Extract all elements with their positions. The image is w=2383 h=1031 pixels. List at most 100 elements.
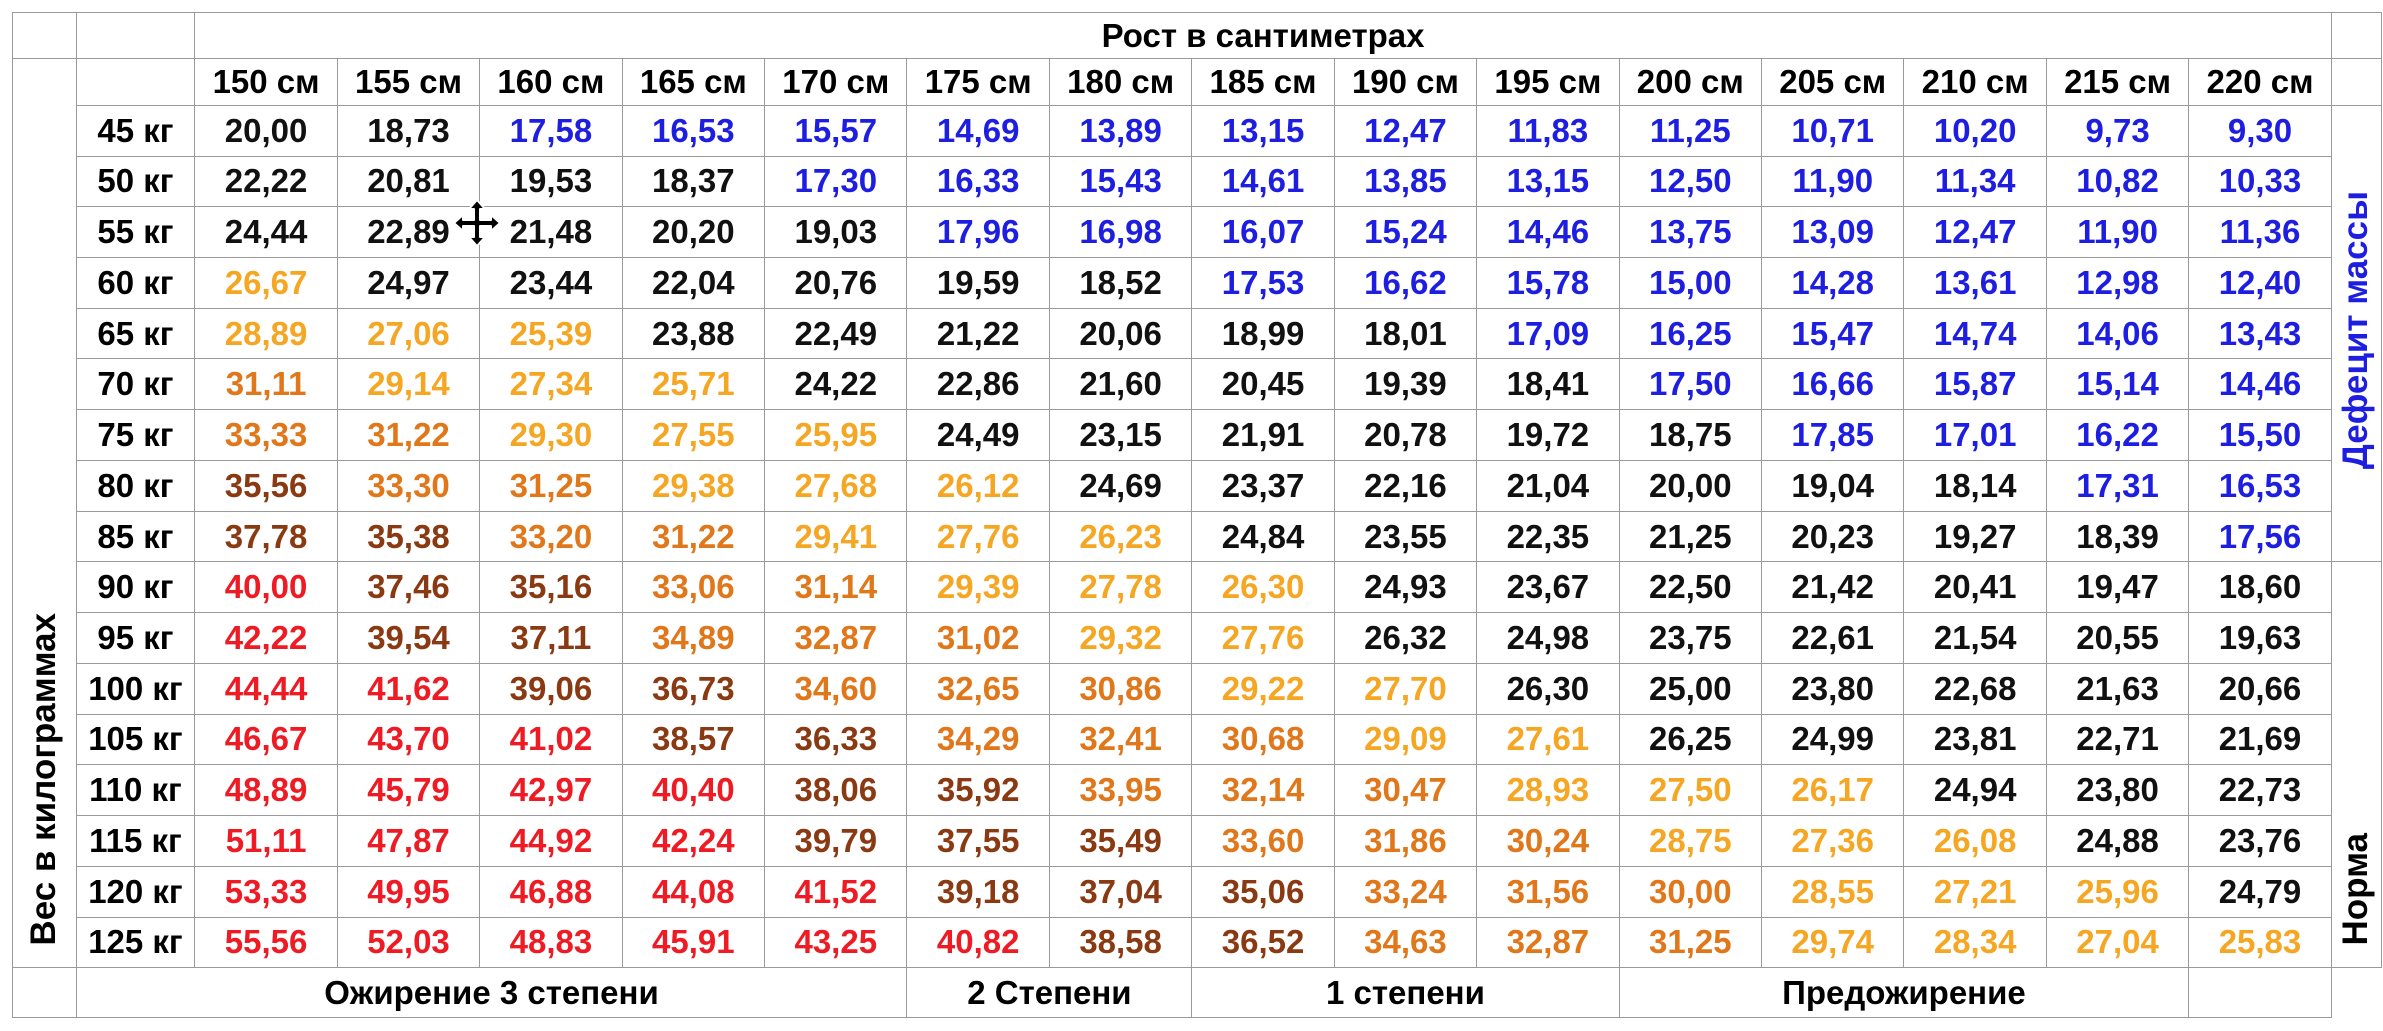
bmi-value: 37,11: [479, 612, 623, 664]
bmi-value: 14,61: [1191, 155, 1335, 208]
bmi-value: 12,47: [1903, 206, 2047, 259]
bmi-value: 28,75: [1618, 815, 1763, 867]
bmi-value: 12,50: [1618, 155, 1763, 208]
height-header: 165 см: [621, 58, 766, 106]
bmi-value: 27,78: [1048, 561, 1193, 614]
bmi-value: 34,29: [906, 713, 1050, 766]
weight-label: 100 кг: [75, 662, 196, 715]
bmi-value: 19,27: [1903, 510, 2047, 563]
bmi-value: 17,01: [1903, 409, 2047, 461]
bmi-value: 26,12: [906, 459, 1050, 512]
height-header: 150 см: [194, 58, 338, 106]
bmi-value: 10,82: [2045, 155, 2190, 208]
bmi-value: 30,24: [1476, 815, 1620, 867]
bmi-value: 12,98: [2045, 257, 2190, 309]
bmi-value: 16,98: [1048, 206, 1193, 259]
bmi-value: 19,53: [479, 155, 623, 208]
bmi-value: 42,24: [621, 815, 766, 867]
bmi-value: 25,71: [621, 358, 766, 411]
bmi-value: 26,08: [1903, 815, 2047, 867]
bmi-value: 44,44: [194, 662, 338, 715]
bmi-value: 46,67: [194, 713, 338, 766]
bmi-value: 20,41: [1903, 561, 2047, 614]
bmi-value: 30,68: [1191, 713, 1335, 766]
bmi-value: 21,69: [2188, 713, 2332, 766]
bmi-value: 37,46: [336, 561, 481, 614]
bmi-value: 20,23: [1761, 510, 1905, 563]
bmi-value: 25,39: [479, 307, 623, 360]
bmi-value: 20,00: [1618, 459, 1763, 512]
bmi-value: 24,94: [1903, 764, 2047, 817]
table-row: 80 кг 35,56 33,30 31,25 29,38 27,68 26,12 24,69…: [13, 459, 2382, 512]
bmi-value: 16,53: [2188, 459, 2332, 512]
bmi-value: 22,86: [906, 358, 1050, 411]
bmi-value: 37,55: [906, 815, 1050, 867]
bmi-value: 27,70: [1333, 662, 1478, 715]
bmi-value: 17,53: [1191, 257, 1335, 309]
height-header: 175 см: [906, 58, 1050, 106]
bmi-value: 51,11: [194, 815, 338, 867]
bmi-value: 23,80: [1761, 662, 1905, 715]
height-header: 180 см: [1048, 58, 1193, 106]
height-header: 195 см: [1476, 58, 1620, 106]
bmi-value: 11,90: [2045, 206, 2190, 259]
bmi-value: 41,62: [336, 662, 481, 715]
deficit-label: Дефецит массы: [2336, 190, 2376, 469]
bmi-value: 19,72: [1476, 409, 1620, 461]
bmi-value: 21,04: [1476, 459, 1620, 512]
bmi-value: 23,15: [1048, 409, 1193, 461]
bmi-value: 16,33: [906, 155, 1050, 208]
bmi-value: 26,30: [1476, 662, 1620, 715]
bmi-value: 47,87: [336, 815, 481, 867]
bmi-value: 20,00: [194, 104, 338, 157]
move-cursor-icon: [453, 199, 501, 247]
bmi-value: 35,49: [1048, 815, 1193, 867]
bmi-value: 25,95: [764, 409, 908, 461]
bmi-value: 35,06: [1191, 865, 1335, 918]
bmi-value: 14,74: [1903, 307, 2047, 360]
bmi-value: 31,02: [906, 612, 1050, 664]
bmi-value: 23,80: [2045, 764, 2190, 817]
bmi-table: Рост в сантиметрах Вес в килограммах 150 с…: [12, 11, 2383, 1018]
bmi-value: 19,63: [2188, 612, 2332, 664]
bmi-value: 23,44: [479, 257, 623, 309]
bmi-value: 44,08: [621, 865, 766, 918]
bmi-value: 17,30: [764, 155, 908, 208]
table-row: 65 кг 28,89 27,06 25,39 23,88 22,49 21,22 20,06…: [13, 307, 2382, 360]
corner-cell: [75, 11, 196, 60]
bmi-value: 19,03: [764, 206, 908, 259]
bmi-value: 15,14: [2045, 358, 2190, 411]
weight-label: 105 кг: [75, 713, 196, 766]
table-row: 95 кг 42,22 39,54 37,11 34,89 32,87 31,02 29,32…: [13, 612, 2382, 664]
weight-label: 55 кг: [75, 206, 196, 259]
table-row: 70 кг 31,11 29,14 27,34 25,71 24,22 22,86 21,60…: [13, 358, 2382, 411]
bmi-value: 15,24: [1333, 206, 1478, 259]
bmi-value: 10,20: [1903, 104, 2047, 157]
bmi-value: 22,61: [1761, 612, 1905, 664]
weight-label: 110 кг: [75, 764, 196, 817]
bmi-value: 39,18: [906, 865, 1050, 918]
bmi-value: 11,36: [2188, 206, 2332, 259]
weight-label: 50 кг: [75, 155, 196, 208]
bmi-value: 22,68: [1903, 662, 2047, 715]
bmi-value: 33,24: [1333, 865, 1478, 918]
bmi-value: 15,00: [1618, 257, 1763, 309]
bmi-value: 21,25: [1618, 510, 1763, 563]
bmi-value: 10,71: [1761, 104, 1905, 157]
height-header: 205 см: [1761, 58, 1905, 106]
bmi-value: 14,46: [2188, 358, 2332, 411]
height-header-row: Вес в килограммах 150 см 155 см 160 см 165 с…: [12, 58, 2383, 969]
bmi-value: 35,56: [194, 459, 338, 512]
bmi-value: 30,00: [1618, 865, 1763, 918]
deficit-label-cell: Дефецит массы: [2330, 104, 2383, 563]
bmi-value: 37,78: [194, 510, 338, 563]
height-header: 160 см: [479, 58, 623, 106]
bmi-value: 21,54: [1903, 612, 2047, 664]
bmi-value: 55,56: [194, 916, 338, 969]
corner-cell: [12, 11, 77, 60]
table-row: 55 кг 24,44 22,89 21,48 20,20 19,03 17,96 16,98…: [13, 206, 2382, 259]
bmi-value: 15,50: [2188, 409, 2332, 461]
bmi-value: 28,89: [194, 307, 338, 360]
weight-label: 90 кг: [75, 561, 196, 614]
table-row: 90 кг 40,00 37,46 35,16 33,06 31,14 29,39 27,78…: [13, 561, 2383, 969]
